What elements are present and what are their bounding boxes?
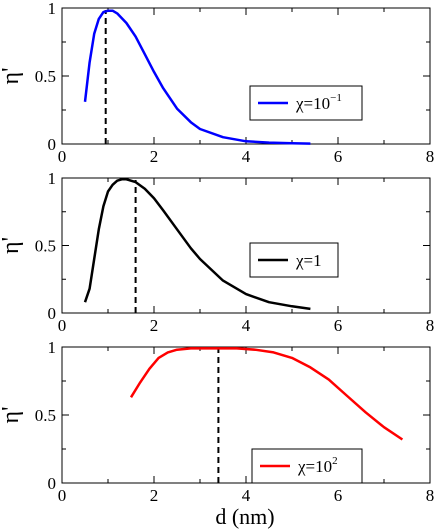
legend-label-exponent: −1 [330,92,342,104]
y-tick-label: 0 [48,474,57,493]
x-tick-label: 8 [426,147,435,166]
x-tick-label: 8 [426,316,435,335]
y-tick-label: 0 [48,135,57,154]
y-tick-label: 1 [48,338,57,357]
x-tick-label: 0 [58,486,67,505]
series-line [129,347,404,441]
plot-frame [61,346,431,484]
chart-panel-2: 0 2 4 6 8 0 0.5 1 η' χ=1 [0,169,434,335]
x-tick-label: 0 [58,147,67,166]
legend-box [249,242,339,278]
y-tick-label: 0.5 [35,237,56,256]
legend-label: χ=10−1 [295,92,342,113]
x-tick-label: 6 [334,316,343,335]
legend-label-base: χ=1 [295,251,322,270]
series-line [83,9,311,145]
legend-label: χ=1 [295,251,322,270]
y-tick-label: 1 [48,0,57,18]
plot-frame [61,7,431,145]
legend-label-exponent: 2 [332,455,338,467]
legend-label-base: χ=10 [295,94,330,113]
y-tick-label: 0.5 [35,67,56,86]
chart-panel-3: 0 2 4 6 800.51η'χ=102 [0,338,434,505]
x-tick-label: 4 [242,147,251,166]
x-tick-label: 4 [242,486,251,505]
y-axis-title: η' [0,407,24,424]
x-tick-label: 2 [150,147,159,166]
chart-panel-1: 0 2 4 6 8 0 0.5 1 η' χ=10−1 [0,0,434,166]
x-tick-label: 2 [150,316,159,335]
x-tick-label: 4 [242,316,251,335]
x-tick-label: 2 [150,486,159,505]
legend-label-base: χ=10 [297,457,332,476]
y-tick-label: 1 [48,169,57,188]
y-tick-label: 0 [48,304,57,323]
y-tick-label: 0.5 [35,406,56,425]
y-axis-title: η' [0,237,24,254]
x-tick-label: 6 [334,147,343,166]
y-axis-title: η' [0,68,24,85]
legend-label: χ=102 [297,455,338,476]
x-tick-label: 0 [58,316,67,335]
x-axis-title: d (nm) [215,504,274,529]
x-tick-label: 8 [426,486,435,505]
x-tick-label: 6 [334,486,343,505]
series-line [83,178,311,311]
